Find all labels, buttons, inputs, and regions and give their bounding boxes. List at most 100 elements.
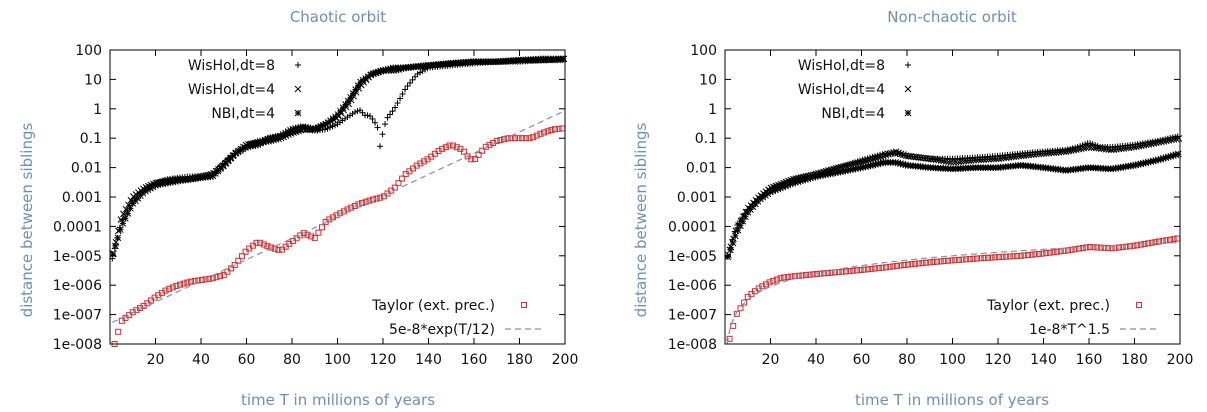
data-point bbox=[731, 232, 739, 240]
data-point bbox=[162, 287, 169, 294]
data-point bbox=[111, 242, 119, 250]
y-tick-label: 1e-007 bbox=[53, 308, 102, 324]
data-point bbox=[354, 82, 362, 89]
data-point bbox=[726, 246, 734, 254]
y-tick-label: 1e-008 bbox=[53, 337, 102, 353]
data-point bbox=[1032, 251, 1039, 258]
data-point bbox=[934, 258, 941, 265]
data-point bbox=[377, 143, 384, 150]
data-point bbox=[344, 206, 351, 213]
data-point bbox=[184, 279, 191, 286]
data-point bbox=[795, 272, 802, 279]
data-point bbox=[987, 155, 995, 163]
data-point bbox=[788, 273, 795, 280]
data-point bbox=[1173, 135, 1180, 143]
data-point bbox=[166, 285, 173, 292]
data-point bbox=[442, 144, 449, 151]
data-point bbox=[737, 222, 744, 230]
legend-label: 1e-8*T^1.5 bbox=[1029, 322, 1110, 338]
data-point bbox=[930, 259, 937, 266]
data-point bbox=[1035, 250, 1042, 257]
data-point bbox=[367, 71, 374, 79]
data-point bbox=[737, 305, 744, 312]
data-point bbox=[384, 114, 391, 121]
series-WisHol,dt=4 bbox=[110, 55, 568, 257]
data-point bbox=[908, 261, 915, 268]
data-point bbox=[759, 283, 766, 290]
legend-marker bbox=[295, 62, 301, 68]
data-point bbox=[1017, 252, 1024, 259]
data-point bbox=[1126, 243, 1133, 250]
data-point bbox=[238, 253, 245, 260]
data-point bbox=[389, 108, 396, 115]
data-point bbox=[344, 97, 352, 105]
legend-marker bbox=[1136, 302, 1142, 308]
y-tick-label: 0.001 bbox=[62, 190, 102, 206]
data-point bbox=[399, 175, 406, 182]
data-point bbox=[1028, 251, 1035, 258]
data-point bbox=[195, 277, 202, 284]
data-point bbox=[875, 154, 882, 161]
data-point bbox=[923, 259, 930, 266]
series-NBI,dt=4 bbox=[109, 55, 567, 258]
data-point bbox=[919, 260, 926, 267]
data-point bbox=[367, 113, 374, 120]
data-point bbox=[741, 299, 748, 306]
data-point bbox=[533, 132, 540, 139]
data-point bbox=[326, 124, 333, 131]
data-point bbox=[784, 273, 791, 280]
data-point bbox=[414, 70, 421, 77]
data-point bbox=[948, 257, 955, 264]
data-point bbox=[1155, 139, 1163, 146]
data-point bbox=[817, 270, 824, 277]
data-point bbox=[1065, 247, 1072, 254]
data-point bbox=[883, 264, 890, 271]
legend-label: WisHol,dt=4 bbox=[188, 82, 275, 98]
data-point bbox=[988, 254, 995, 261]
x-tick-label: 20 bbox=[762, 352, 780, 368]
x-axis-label: time T in millions of years bbox=[241, 391, 435, 409]
legend-marker bbox=[904, 109, 912, 117]
data-point bbox=[319, 224, 326, 231]
data-point bbox=[1082, 144, 1090, 151]
data-point bbox=[220, 272, 227, 279]
data-point bbox=[726, 335, 733, 342]
data-point bbox=[116, 226, 124, 234]
data-point bbox=[974, 255, 981, 262]
x-axis-label: time T in millions of years bbox=[855, 391, 1049, 409]
legend-label: Taylor (ext. prec.) bbox=[371, 298, 495, 314]
data-point bbox=[541, 129, 548, 136]
data-point bbox=[1134, 242, 1141, 249]
legend-marker bbox=[905, 62, 911, 68]
data-point bbox=[372, 119, 379, 126]
data-point bbox=[404, 83, 411, 90]
data-point bbox=[853, 267, 860, 274]
data-point bbox=[351, 203, 358, 210]
legend-label: WisHol,dt=8 bbox=[798, 58, 885, 74]
data-point bbox=[966, 256, 973, 263]
data-point bbox=[508, 135, 515, 142]
data-point bbox=[169, 284, 176, 291]
fit-line bbox=[726, 241, 1181, 345]
data-point bbox=[555, 125, 562, 132]
x-tick-label: 160 bbox=[1076, 352, 1103, 368]
data-point bbox=[242, 248, 249, 255]
data-point bbox=[369, 115, 376, 122]
data-point bbox=[519, 135, 526, 142]
data-point bbox=[379, 131, 386, 138]
data-point bbox=[397, 95, 404, 102]
data-point bbox=[1070, 146, 1078, 154]
data-point bbox=[308, 233, 315, 240]
data-point bbox=[955, 256, 962, 263]
series-WisHol,dt=8 bbox=[724, 133, 1181, 259]
data-point bbox=[1170, 136, 1178, 143]
data-point bbox=[207, 173, 214, 181]
x-tick-label: 100 bbox=[324, 352, 351, 368]
data-point bbox=[544, 128, 551, 135]
data-point bbox=[1130, 242, 1137, 249]
data-point bbox=[861, 266, 868, 273]
data-point bbox=[824, 269, 831, 276]
data-point bbox=[364, 112, 371, 119]
data-point bbox=[1148, 239, 1155, 246]
data-point bbox=[217, 273, 224, 280]
